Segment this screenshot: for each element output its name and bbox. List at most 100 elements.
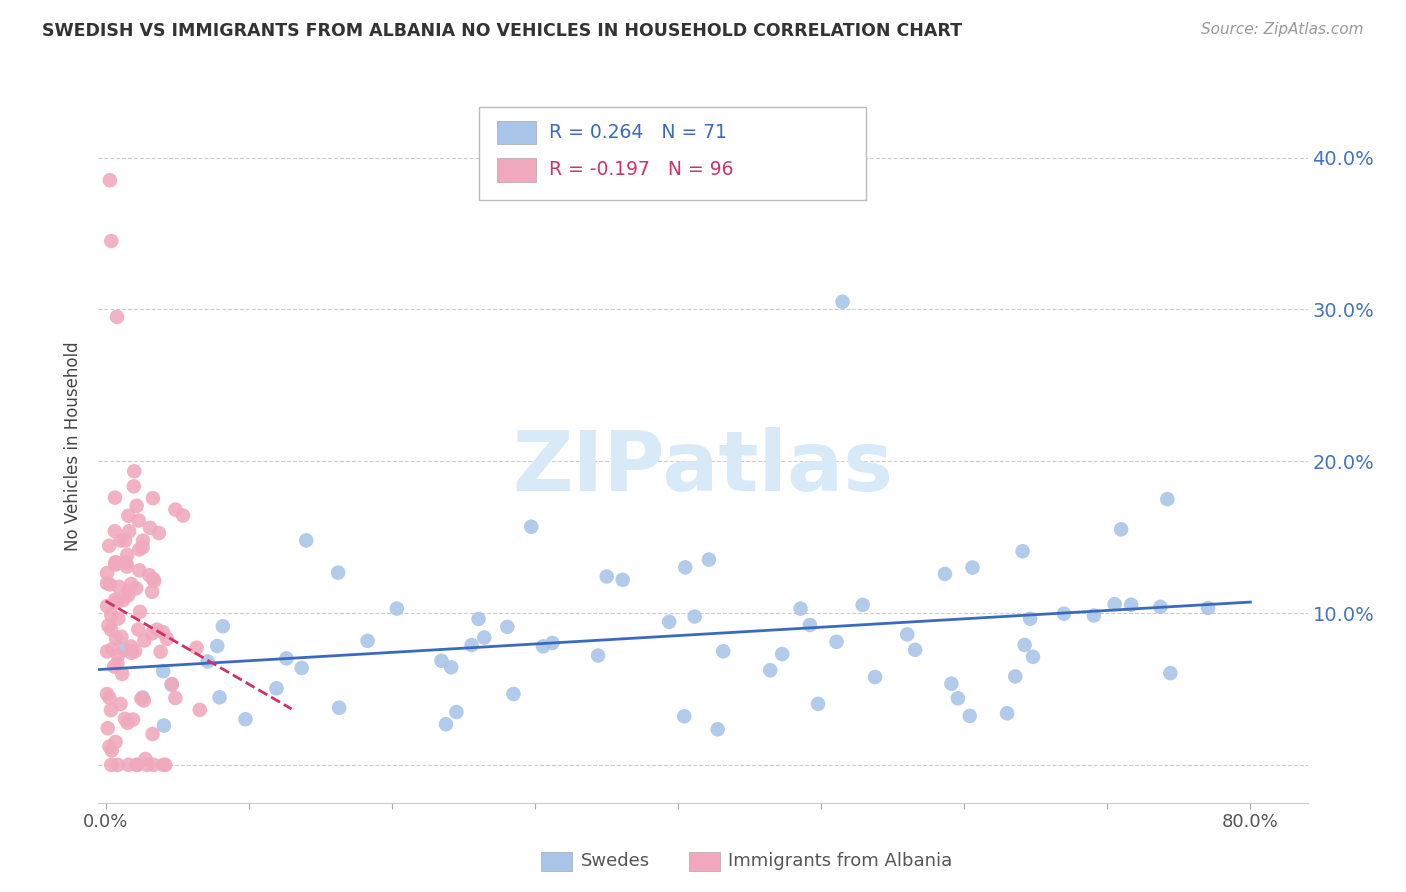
Point (697, 552, 720, 566)
Text: Source: ZipAtlas.com: Source: ZipAtlas.com (1201, 22, 1364, 37)
Point (770, 647, 793, 661)
Point (152, 625, 174, 640)
Point (100, 743, 122, 757)
Point (142, 491, 165, 505)
Point (112, 593, 135, 607)
Point (115, 556, 138, 570)
Point (789, 601, 811, 615)
Point (1109, 522, 1132, 536)
Point (98, 577, 121, 591)
Point (104, 555, 127, 569)
Point (96, 576, 118, 591)
Point (97, 618, 120, 632)
Point (100, 607, 122, 622)
Point (112, 642, 135, 657)
Point (467, 612, 489, 626)
Point (430, 654, 453, 668)
Point (799, 618, 821, 632)
Point (596, 569, 619, 583)
Point (101, 642, 124, 657)
Point (962, 560, 984, 574)
Point (160, 678, 183, 692)
Point (496, 620, 519, 634)
Point (104, 735, 127, 749)
Point (356, 633, 378, 648)
Text: R = -0.197   N = 96: R = -0.197 N = 96 (550, 161, 734, 179)
Point (472, 631, 495, 645)
Point (105, 657, 128, 671)
Point (97, 721, 120, 735)
FancyBboxPatch shape (479, 107, 866, 200)
Point (152, 757, 174, 772)
Point (134, 752, 156, 766)
Point (807, 697, 830, 711)
Point (440, 660, 463, 674)
Point (188, 703, 211, 717)
Point (852, 598, 875, 612)
Point (205, 639, 228, 653)
Point (711, 644, 734, 658)
Point (125, 757, 148, 772)
Point (138, 568, 160, 582)
Point (114, 712, 136, 726)
Point (104, 593, 127, 607)
Point (673, 560, 696, 574)
Point (1159, 666, 1181, 681)
Point (1011, 544, 1033, 558)
Point (172, 508, 194, 523)
Point (128, 514, 150, 528)
Point (120, 640, 142, 654)
Point (155, 757, 177, 772)
Point (121, 646, 143, 660)
Point (125, 757, 148, 772)
Point (141, 626, 163, 640)
Point (896, 627, 918, 641)
Text: R = 0.264   N = 71: R = 0.264 N = 71 (550, 123, 727, 142)
Point (1149, 599, 1171, 614)
Point (122, 479, 145, 493)
Y-axis label: No Vehicles in Household: No Vehicles in Household (65, 341, 83, 551)
Point (460, 638, 482, 652)
Point (114, 533, 136, 548)
Point (104, 558, 127, 572)
Point (142, 572, 165, 586)
Point (946, 691, 969, 706)
Point (541, 636, 564, 650)
Point (110, 630, 132, 644)
Point (673, 709, 696, 723)
Point (683, 609, 706, 624)
Point (142, 757, 165, 772)
Point (446, 705, 468, 719)
Point (98, 539, 121, 553)
Point (128, 542, 150, 557)
Text: Swedes: Swedes (581, 852, 650, 870)
Point (105, 595, 128, 609)
Point (127, 623, 149, 637)
Point (759, 663, 782, 677)
Point (96, 566, 118, 580)
Point (531, 640, 554, 654)
Point (100, 234, 122, 248)
Point (291, 661, 314, 675)
Point (117, 588, 139, 602)
Point (1104, 597, 1126, 611)
Point (115, 559, 138, 574)
Point (1083, 608, 1105, 623)
Point (863, 670, 886, 684)
Point (1197, 601, 1219, 615)
Point (995, 706, 1018, 721)
Point (156, 632, 179, 646)
Point (98, 690, 121, 705)
Point (107, 611, 129, 625)
Point (385, 601, 408, 615)
Point (146, 623, 169, 637)
Point (110, 697, 132, 711)
Point (100, 757, 122, 772)
Point (197, 655, 219, 669)
Point (134, 633, 156, 648)
Point (124, 644, 146, 658)
Point (186, 640, 208, 655)
Point (104, 491, 127, 505)
Point (96, 644, 118, 658)
Point (152, 664, 174, 678)
